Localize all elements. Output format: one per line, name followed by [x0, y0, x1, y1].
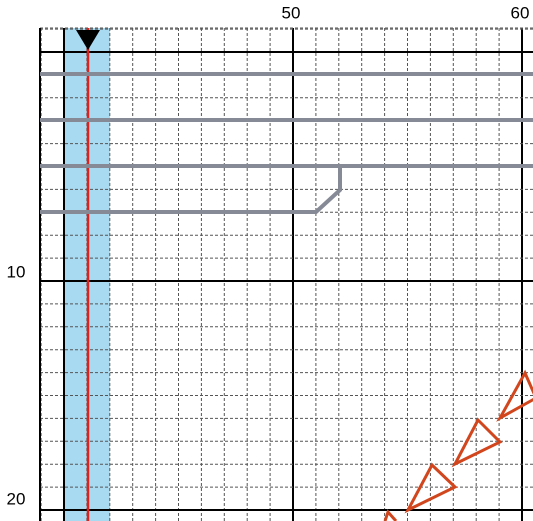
triangle-marker[interactable]: [496, 369, 533, 422]
cursor-marker[interactable]: [76, 30, 100, 50]
triangle-marker[interactable]: [451, 417, 503, 468]
column-label: 60: [511, 3, 530, 22]
column-label: 50: [282, 3, 301, 22]
grid: [39, 27, 533, 521]
triangle-marker[interactable]: [383, 509, 398, 521]
markers: [383, 369, 533, 521]
track[interactable]: [40, 166, 342, 214]
row-label: 20: [7, 489, 26, 508]
triangle-marker[interactable]: [404, 462, 458, 514]
row-label: 10: [7, 262, 26, 281]
tracks: [40, 72, 533, 214]
